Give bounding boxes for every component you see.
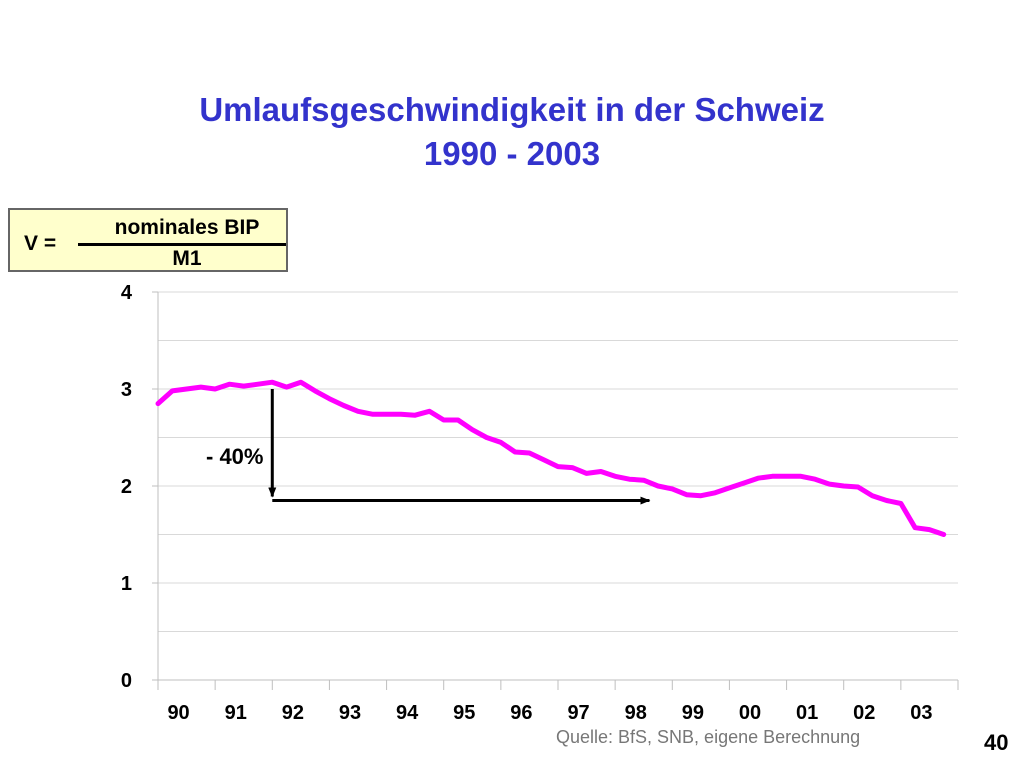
page-number: 40 bbox=[984, 730, 1009, 755]
x-tick-label: 00 bbox=[739, 702, 761, 724]
formula-numerator: nominales BIP bbox=[114, 216, 260, 239]
x-tick-label: 94 bbox=[396, 702, 419, 724]
series-layer bbox=[155, 379, 947, 537]
formula-denominator: M1 bbox=[172, 247, 202, 270]
source-note: Quelle: BfS, SNB, eigene Berechnung bbox=[556, 727, 861, 747]
x-tick-label: 03 bbox=[910, 702, 932, 724]
formula-lhs: V = bbox=[24, 232, 57, 255]
x-tick-label: 99 bbox=[682, 702, 704, 724]
x-tick-label: 95 bbox=[453, 702, 475, 724]
x-tick-labels: 90 91 92 93 94 95 96 97 98 99 00 01 02 03 bbox=[167, 702, 932, 724]
x-tick-label: 97 bbox=[567, 702, 589, 724]
x-tick-label: 91 bbox=[225, 702, 247, 724]
axes bbox=[152, 291, 959, 690]
y-tick-labels: 0 1 2 3 4 bbox=[121, 282, 133, 692]
x-tick-label: 93 bbox=[339, 702, 361, 724]
x-tick-label: 98 bbox=[625, 702, 647, 724]
x-tick-label: 92 bbox=[282, 702, 304, 724]
x-tick-label: 01 bbox=[796, 702, 818, 724]
title-line-2: 1990 - 2003 bbox=[423, 135, 601, 172]
y-tick-label: 1 bbox=[121, 573, 132, 595]
fraction-bar bbox=[78, 243, 286, 246]
velocity-series-line bbox=[155, 379, 947, 537]
velocity-formula-box: V = nominales BIP M1 bbox=[8, 208, 288, 272]
title-line-1: Umlaufsgeschwindigkeit in der Schweiz bbox=[199, 91, 825, 128]
x-tick-label: 02 bbox=[853, 702, 875, 724]
x-tick-label: 96 bbox=[510, 702, 532, 724]
decline-label: - 40% bbox=[206, 444, 263, 469]
y-tick-label: 4 bbox=[121, 282, 133, 304]
decline-annotation: - 40% bbox=[206, 389, 651, 505]
y-tick-label: 3 bbox=[121, 379, 132, 401]
y-tick-label: 0 bbox=[121, 670, 132, 692]
chart-title: Umlaufsgeschwindigkeit in der Schweiz 19… bbox=[0, 88, 1024, 176]
x-tick-label: 90 bbox=[167, 702, 189, 724]
gridlines bbox=[158, 291, 958, 632]
y-tick-label: 2 bbox=[121, 476, 132, 498]
